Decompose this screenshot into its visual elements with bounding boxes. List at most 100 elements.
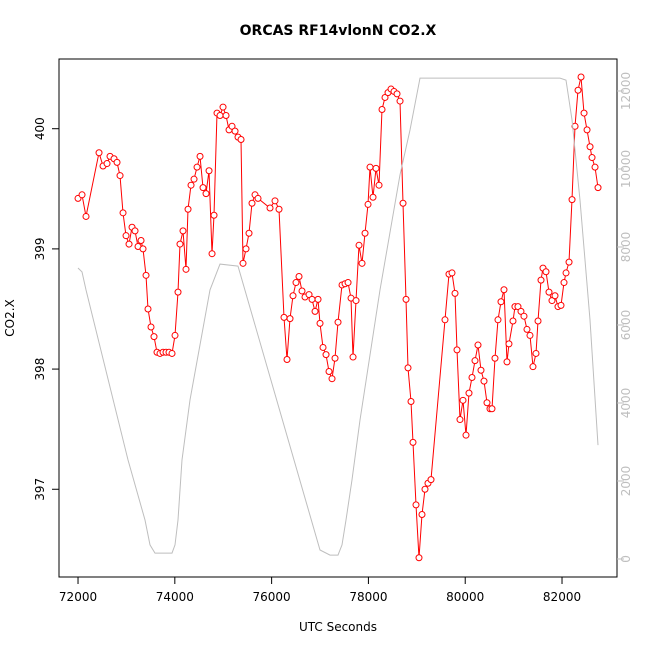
y-tick-label: 400 xyxy=(33,117,47,140)
data-point xyxy=(174,288,182,296)
data-point xyxy=(591,163,599,171)
data-point xyxy=(216,111,224,119)
data-point xyxy=(378,105,386,113)
data-point xyxy=(319,343,327,351)
data-point xyxy=(289,292,297,300)
data-point xyxy=(494,316,502,324)
data-point xyxy=(500,286,508,294)
data-point xyxy=(355,241,363,249)
data-point xyxy=(113,158,121,166)
data-point xyxy=(208,250,216,258)
data-point xyxy=(529,363,537,371)
data-point xyxy=(248,199,256,207)
data-point xyxy=(409,438,417,446)
data-point xyxy=(349,353,357,361)
data-point xyxy=(210,211,218,219)
x-tick-label: 80000 xyxy=(446,590,484,604)
data-point xyxy=(588,154,596,162)
data-point xyxy=(491,354,499,362)
series-line xyxy=(77,77,599,556)
data-point xyxy=(179,227,187,235)
data-point xyxy=(119,209,127,217)
data-point xyxy=(399,199,407,207)
data-point xyxy=(280,313,288,321)
data-point xyxy=(369,193,377,201)
series-line xyxy=(77,76,599,558)
data-point xyxy=(131,227,139,235)
data-point xyxy=(150,333,158,341)
x-tick-label: 72000 xyxy=(59,590,97,604)
data-point xyxy=(565,258,573,266)
data-point xyxy=(184,205,192,213)
data-point xyxy=(190,175,198,183)
data-point xyxy=(451,289,459,297)
data-point xyxy=(571,122,579,130)
data-point xyxy=(453,346,461,354)
data-point xyxy=(427,476,435,484)
data-point xyxy=(404,364,412,372)
data-point xyxy=(415,554,423,562)
data-point xyxy=(344,279,352,287)
data-point xyxy=(574,86,582,94)
data-point xyxy=(580,109,588,117)
data-point xyxy=(361,229,369,237)
y2-tick-label: 10000 xyxy=(619,150,633,188)
data-point xyxy=(560,279,568,287)
data-point xyxy=(202,190,210,198)
y2-tick-label: 4000 xyxy=(619,388,633,419)
data-point xyxy=(325,367,333,375)
data-point xyxy=(372,164,380,172)
data-point xyxy=(471,357,479,365)
data-point xyxy=(122,232,130,240)
data-point xyxy=(534,317,542,325)
data-point xyxy=(412,501,420,509)
x-tick-label: 78000 xyxy=(349,590,387,604)
data-point xyxy=(137,236,145,244)
data-point xyxy=(562,269,570,277)
data-point xyxy=(497,298,505,306)
data-point xyxy=(514,303,522,311)
data-point xyxy=(407,398,415,406)
data-point xyxy=(459,396,467,404)
data-point xyxy=(144,305,152,313)
data-point xyxy=(477,366,485,374)
data-point xyxy=(488,405,496,413)
data-point xyxy=(295,273,303,281)
data-point xyxy=(171,331,179,339)
data-point xyxy=(393,90,401,98)
data-point xyxy=(462,431,470,439)
y-axis-label: CO2.X xyxy=(3,299,17,337)
data-point xyxy=(358,259,366,267)
x-axis-label: UTC Seconds xyxy=(299,620,377,634)
x-tick-label: 76000 xyxy=(253,590,291,604)
x-tick-label: 82000 xyxy=(543,590,581,604)
data-point xyxy=(314,295,322,303)
data-point xyxy=(526,331,534,339)
y2-tick-label: 6000 xyxy=(619,310,633,341)
data-point xyxy=(219,103,227,111)
data-point xyxy=(125,240,133,248)
x-tick-label: 74000 xyxy=(156,590,194,604)
data-point xyxy=(205,167,213,175)
data-point xyxy=(523,325,531,333)
y2-tick-label: 0 xyxy=(619,555,633,563)
data-point xyxy=(551,292,559,300)
data-point xyxy=(266,204,274,212)
data-point xyxy=(441,316,449,324)
data-point xyxy=(396,97,404,105)
data-point xyxy=(95,149,103,157)
data-point xyxy=(254,194,262,202)
data-point xyxy=(352,297,360,305)
data-point xyxy=(594,184,602,192)
data-point xyxy=(509,317,517,325)
data-point xyxy=(82,212,90,220)
data-point xyxy=(520,312,528,320)
data-point xyxy=(292,279,300,287)
data-point xyxy=(242,245,250,253)
data-point xyxy=(328,375,336,383)
data-point xyxy=(237,136,245,144)
data-point xyxy=(474,341,482,349)
data-point xyxy=(322,351,330,359)
data-point xyxy=(142,271,150,279)
data-point xyxy=(402,295,410,303)
